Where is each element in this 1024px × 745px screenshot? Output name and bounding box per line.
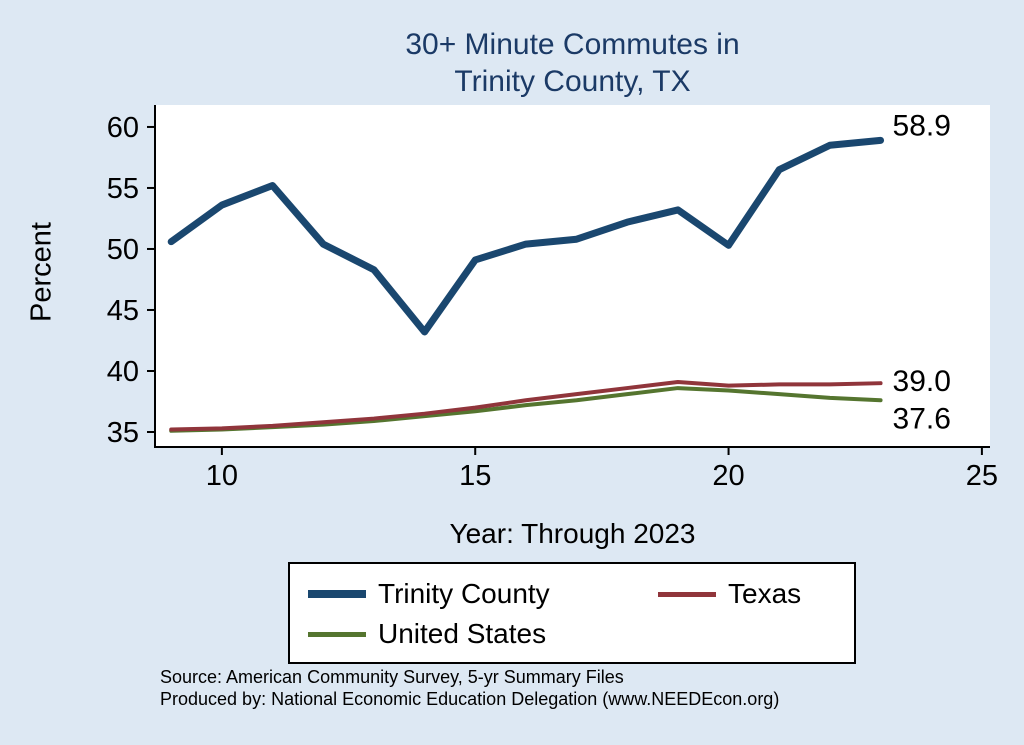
line-chart: 35 40 45 50 55 60 10 15 20 25 58.9 39.0 37.6 (107, 105, 998, 492)
y-tick-label: 60 (107, 112, 139, 144)
x-axis-label: Year: Through 2023 (449, 518, 696, 549)
chart-title: 30+ Minute Commutes in Trinity County, T… (155, 26, 990, 100)
trinity-county-line-swatch (308, 590, 366, 598)
end-label-united-states: 37.6 (893, 402, 951, 435)
united-states-line-swatch (308, 631, 366, 637)
series-texas (169, 379, 883, 432)
y-tick-label: 55 (107, 173, 139, 205)
end-label-trinity-county: 58.9 (893, 109, 951, 142)
legend-label-united-states: United States (378, 618, 547, 649)
source-note: Source: American Community Survey, 5-yr … (160, 666, 779, 710)
x-tick-label: 10 (206, 460, 238, 492)
plot-area (155, 105, 990, 447)
y-tick-label: 50 (107, 234, 139, 266)
chart-title-line2: Trinity County, TX (454, 65, 691, 98)
source-line: Source: American Community Survey, 5-yr … (160, 667, 624, 687)
y-tick-label: 40 (107, 356, 139, 388)
end-label-texas: 39.0 (893, 365, 951, 398)
chart-title-line1: 30+ Minute Commutes in (405, 28, 740, 61)
x-tick-label: 15 (459, 460, 491, 492)
x-tick-label: 20 (712, 460, 744, 492)
legend-item-united-states: United States (308, 618, 658, 650)
series-trinity-county (167, 136, 885, 336)
y-tick-label: 35 (107, 417, 139, 449)
legend-item-texas: Texas (658, 578, 830, 610)
x-tick-label: 25 (966, 460, 998, 492)
legend-item-trinity-county: Trinity County (308, 578, 658, 610)
axes (154, 105, 990, 448)
produced-by-line: Produced by: National Economic Education… (160, 689, 780, 709)
legend: Trinity County Texas United States (288, 562, 856, 664)
legend-label-texas: Texas (728, 578, 802, 609)
y-tick-label: 45 (107, 295, 139, 327)
legend-label-trinity-county: Trinity County (378, 578, 550, 609)
texas-line-swatch (658, 591, 716, 597)
